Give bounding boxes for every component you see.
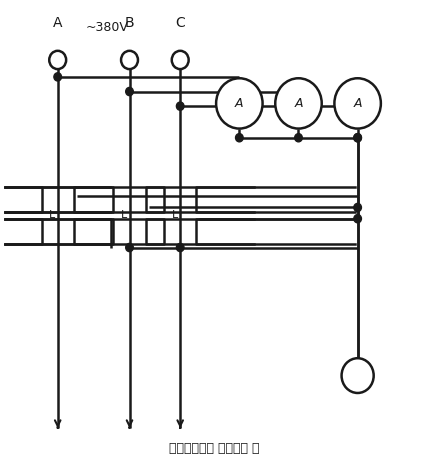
Circle shape bbox=[235, 134, 243, 142]
Circle shape bbox=[354, 134, 361, 142]
Text: A: A bbox=[53, 16, 62, 31]
Text: C: C bbox=[175, 16, 185, 31]
Circle shape bbox=[172, 51, 189, 69]
Text: L: L bbox=[121, 211, 127, 220]
Circle shape bbox=[54, 73, 62, 81]
Circle shape bbox=[275, 78, 322, 129]
Circle shape bbox=[176, 102, 184, 110]
Circle shape bbox=[121, 51, 138, 69]
Circle shape bbox=[334, 78, 381, 129]
Circle shape bbox=[354, 134, 361, 142]
Text: A: A bbox=[354, 97, 362, 110]
Circle shape bbox=[216, 78, 263, 129]
Text: L: L bbox=[49, 211, 55, 220]
Text: L: L bbox=[171, 211, 178, 220]
Text: B: B bbox=[125, 16, 134, 31]
Text: ~380V: ~380V bbox=[85, 21, 128, 34]
Circle shape bbox=[176, 244, 184, 251]
Text: A: A bbox=[294, 97, 303, 110]
Text: 三只电流表接 三相电源 法: 三只电流表接 三相电源 法 bbox=[169, 442, 259, 455]
Circle shape bbox=[354, 203, 361, 212]
Circle shape bbox=[295, 134, 302, 142]
Circle shape bbox=[49, 51, 66, 69]
Circle shape bbox=[126, 88, 133, 96]
Circle shape bbox=[354, 214, 361, 223]
Text: A: A bbox=[235, 97, 244, 110]
Circle shape bbox=[342, 358, 374, 393]
Circle shape bbox=[126, 244, 133, 251]
